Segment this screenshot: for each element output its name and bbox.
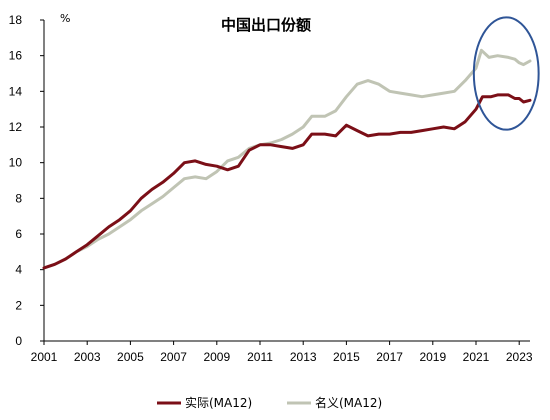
x-tick-label: 2007 xyxy=(160,350,187,364)
y-unit-label: % xyxy=(60,12,70,25)
x-tick-label: 2011 xyxy=(247,350,273,364)
x-tick-label: 2003 xyxy=(74,350,101,364)
y-tick-label: 10 xyxy=(9,156,23,170)
series-line-real xyxy=(42,93,532,270)
y-tick-label: 8 xyxy=(15,191,22,205)
x-tick-label: 2017 xyxy=(376,350,403,364)
y-tick-label: 14 xyxy=(9,84,23,98)
x-tick-label: 2019 xyxy=(419,350,446,364)
y-tick-label: 6 xyxy=(15,227,22,241)
legend-label-nominal: 名义(MA12) xyxy=(315,395,382,410)
x-tick-label: 2015 xyxy=(333,350,360,364)
chart-title: 中国出口份额 xyxy=(221,16,311,34)
x-tick-label: 2005 xyxy=(117,350,144,364)
y-tick-label: 0 xyxy=(15,334,22,348)
x-tick-label: 2023 xyxy=(506,350,533,364)
y-tick-label: 12 xyxy=(9,120,23,134)
y-tick-label: 4 xyxy=(15,263,22,277)
highlight-ellipse xyxy=(472,16,540,131)
x-tick-label: 2009 xyxy=(203,350,230,364)
y-tick-label: 16 xyxy=(9,49,23,63)
legend: 实际(MA12) 名义(MA12) xyxy=(157,395,382,410)
series-line-nominal xyxy=(42,48,532,270)
series-lines xyxy=(42,48,532,270)
legend-label-real: 实际(MA12) xyxy=(185,395,252,410)
axes: 0 2 4 6 8 10 12 14 16 18 2001 2003 2005 2007 2009 2011 2… xyxy=(9,13,533,364)
x-tick-label: 2001 xyxy=(31,350,58,364)
y-tick-label: 2 xyxy=(15,298,22,312)
annotation-layer xyxy=(472,16,540,131)
x-tick-label: 2021 xyxy=(463,350,490,364)
y-tick-label: 18 xyxy=(9,13,23,27)
x-tick-label: 2013 xyxy=(290,350,317,364)
